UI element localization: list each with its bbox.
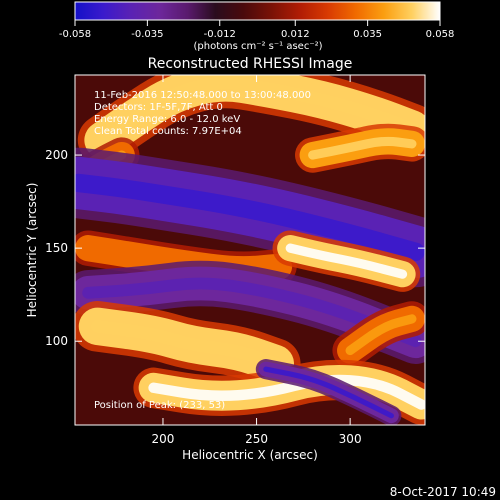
annotation-line: Clean Total counts: 7.97E+04 — [94, 126, 242, 137]
heat-band-core — [308, 136, 417, 160]
heatmap-area: 200 250 300 100 150 200 — [45, 74, 426, 446]
heat-band-core — [285, 243, 408, 279]
y-tick-label: 100 — [45, 334, 68, 348]
colorbar-tick-label: -0.058 — [59, 29, 91, 40]
heat-band-core — [90, 319, 282, 371]
colorbar: -0.058 -0.035 -0.012 0.012 0.035 0.058 (photo… — [59, 1, 454, 52]
y-tick-label: 150 — [45, 241, 68, 255]
colorbar-tick-label: 0.035 — [353, 29, 382, 40]
colorbar-units: (photons cm⁻² s⁻¹ asec⁻²) — [193, 41, 322, 52]
x-axis-ticks: 200 250 300 — [152, 75, 362, 446]
annotation-line: Detectors: 1F-5F,7F, Att 0 — [94, 102, 223, 113]
x-tick-label: 300 — [339, 432, 362, 446]
colorbar-ticks: -0.058 -0.035 -0.012 0.012 0.035 0.058 — [59, 20, 454, 40]
heat-band-core — [96, 76, 419, 147]
heat-band-core — [82, 277, 422, 348]
colorbar-tick-label: 0.012 — [281, 29, 310, 40]
x-axis-label: Heliocentric X (arcsec) — [182, 448, 318, 462]
y-axis-label: Heliocentric Y (arcsec) — [25, 183, 39, 318]
colorbar-strip — [74, 1, 441, 21]
timestamp: 8-Oct-2017 10:49 — [390, 485, 496, 499]
chart-title: Reconstructed RHESSI Image — [148, 56, 353, 72]
x-tick-label: 250 — [245, 432, 268, 446]
colorbar-tick-label: -0.035 — [131, 29, 163, 40]
x-tick-label: 200 — [152, 432, 175, 446]
peak-position-label: Position of Peak: (233, 53) — [94, 400, 225, 411]
heat-band-core — [148, 374, 425, 410]
heatmap-bands — [75, 75, 425, 425]
colorbar-tick-label: -0.012 — [204, 29, 236, 40]
annotation-line: Energy Range: 6.0 - 12.0 keV — [94, 114, 240, 125]
annotation-line: 11-Feb-2016 12:50:48.000 to 13:00:48.000 — [94, 90, 311, 101]
heat-band-core — [75, 173, 425, 262]
colorbar-tick-label: 0.058 — [426, 29, 455, 40]
y-axis-ticks: 100 150 200 — [45, 148, 425, 348]
image-annotations: 11-Feb-2016 12:50:48.000 to 13:00:48.000… — [94, 90, 311, 137]
heat-band-core — [263, 366, 394, 419]
heat-band-core — [345, 314, 417, 356]
y-tick-label: 200 — [45, 148, 68, 162]
plot-frame — [74, 74, 426, 426]
